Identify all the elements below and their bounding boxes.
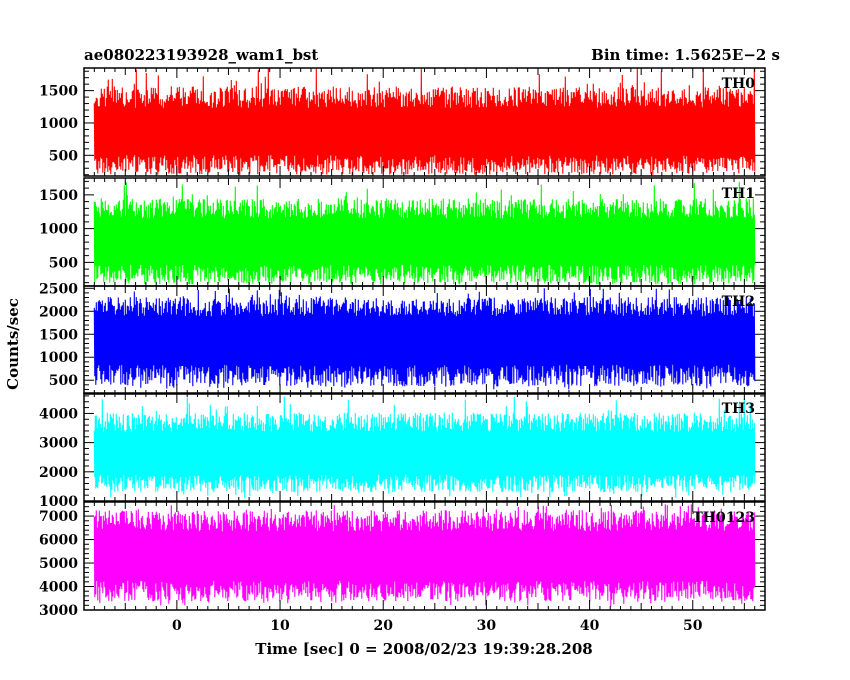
y-tick-label: 500 (49, 148, 78, 164)
y-axis-label: Counts/sec (4, 298, 22, 390)
panel-th3: 1000 2000 3000 4000 TH3 (39, 392, 766, 510)
y-tick-label: 3000 (39, 436, 78, 452)
y-tick-label: 3000 (39, 603, 78, 619)
x-tick-label: 30 (477, 618, 497, 634)
panel-label-th1: TH1 (722, 186, 755, 202)
x-tick-label: 40 (580, 618, 600, 634)
panel-label-th2: TH2 (722, 294, 755, 310)
y-tick-label: 500 (49, 255, 78, 271)
panel-th0: 500 1000 1500 TH0 (39, 67, 766, 177)
y-tick-label: 7000 (39, 509, 78, 525)
bin-time-label: Bin time: 1.5625E−2 s (591, 46, 780, 64)
series-th3 (93, 396, 756, 499)
panel-th1: 500 1000 1500 TH1 (39, 177, 766, 287)
y-tick-label: 1500 (39, 188, 78, 204)
y-tick-label: 5000 (39, 556, 78, 572)
x-tick-label: 50 (683, 618, 703, 634)
x-tick-label: 0 (172, 618, 182, 634)
y-tick-label: 1500 (39, 84, 78, 100)
panel-label-th0: TH0 (722, 76, 756, 92)
y-tick-label: 2000 (39, 465, 78, 481)
series-th1 (93, 181, 756, 285)
x-tick-label: 20 (373, 618, 393, 634)
series-th0 (93, 68, 756, 175)
x-tick-label: 10 (270, 618, 290, 634)
panel-th2: 500 1000 1500 2000 2500 TH2 (39, 281, 766, 395)
chart-title: ae080223193928_wam1_bst (84, 46, 318, 64)
panel-label-th0123: TH0123 (692, 510, 755, 526)
y-tick-label: 1000 (39, 116, 78, 132)
y-tick-label: 4000 (39, 406, 78, 422)
y-tick-label: 500 (49, 373, 78, 389)
y-tick-label: 1000 (39, 494, 78, 510)
panel-th0123: 3000 4000 5000 6000 7000 TH0123 (39, 501, 766, 619)
series-th2 (93, 288, 756, 390)
x-axis-label: Time [sec] 0 = 2008/02/23 19:39:28.208 (255, 640, 592, 658)
panel-label-th3: TH3 (722, 401, 755, 417)
y-tick-label: 1000 (39, 350, 78, 366)
y-tick-label: 2500 (39, 281, 78, 297)
y-tick-label: 6000 (39, 533, 78, 549)
y-tick-label: 4000 (39, 580, 78, 596)
y-tick-label: 1000 (39, 222, 78, 238)
y-tick-label: 2000 (39, 304, 78, 320)
series-th0123 (93, 504, 756, 607)
y-tick-label: 1500 (39, 327, 78, 343)
